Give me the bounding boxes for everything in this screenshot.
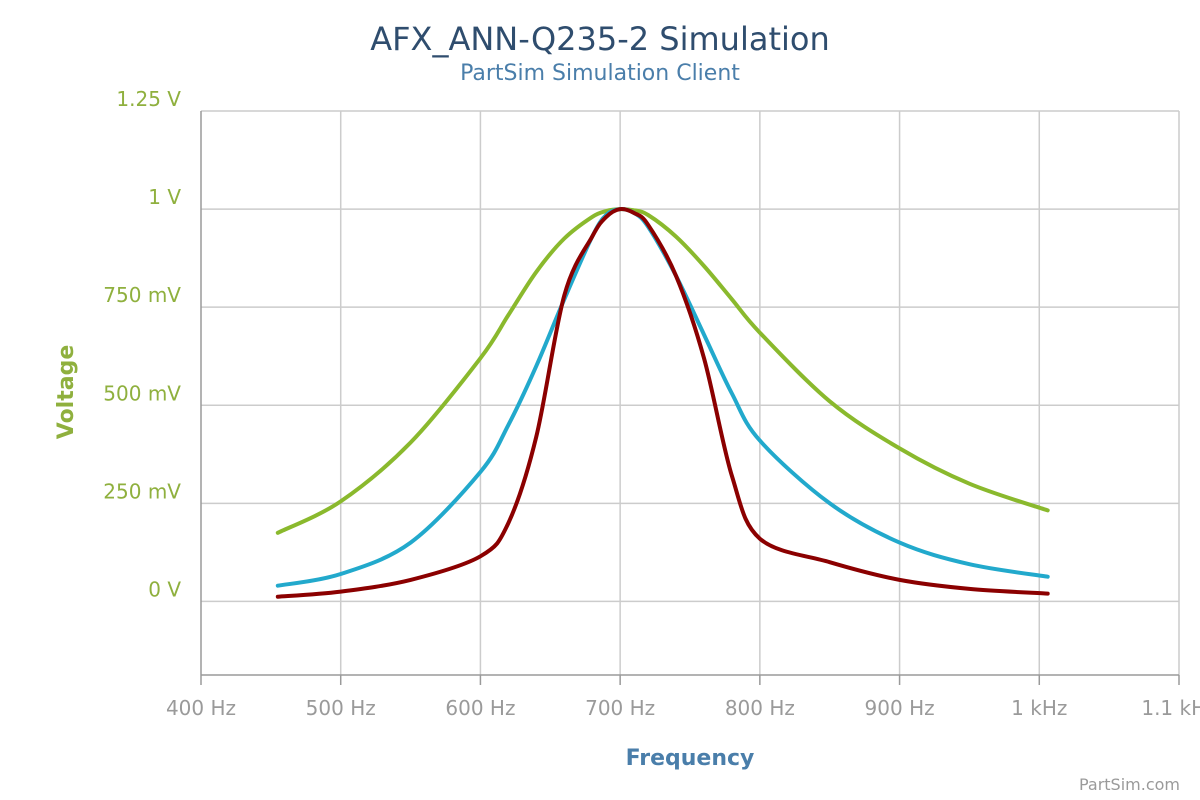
series-line-3	[275, 206, 1050, 599]
x-tick-label: 900 Hz	[865, 696, 935, 720]
y-tick-label: 1.25 V	[116, 87, 181, 111]
y-tick-label: 500 mV	[103, 381, 181, 405]
series-lines	[275, 206, 1050, 599]
y-tick-label: 750 mV	[103, 283, 181, 307]
x-tick-label: 1.1 kHz	[1141, 696, 1200, 720]
x-tick-label: 800 Hz	[725, 696, 795, 720]
y-tick-label: 1 V	[148, 185, 181, 209]
series-line-1	[275, 207, 1050, 535]
x-axis-label: Frequency	[626, 746, 755, 771]
chart-subtitle: PartSim Simulation Client	[460, 61, 740, 86]
y-tick-label: 0 V	[148, 577, 181, 601]
tick-labels: 0 V 250 mV 500 mV 750 mV 1 V 1.25 V 400 Hz 500 …	[103, 87, 1200, 720]
y-tick-label: 250 mV	[103, 479, 181, 503]
x-tick-label: 700 Hz	[585, 696, 655, 720]
partsim-credit: PartSim.com	[1079, 775, 1180, 794]
x-tick-label: 1 kHz	[1011, 696, 1067, 720]
x-tick-label: 600 Hz	[445, 696, 515, 720]
x-tick-label: 500 Hz	[306, 696, 376, 720]
chart-title: AFX_ANN-Q235-2 Simulation	[370, 20, 830, 58]
grid	[200, 110, 1180, 685]
x-tick-label: 400 Hz	[166, 696, 236, 720]
y-axis-label: Voltage	[54, 345, 79, 440]
series-line-2	[275, 207, 1050, 588]
